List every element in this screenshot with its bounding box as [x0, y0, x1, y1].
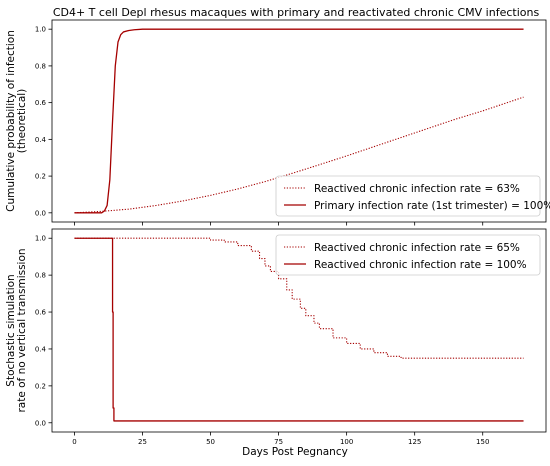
- x-tick-label: 100: [340, 438, 353, 446]
- series-line: [74, 237, 524, 422]
- y-axis-label: rate of no vertical transmission: [16, 248, 28, 412]
- y-axis-label: Cumulative probability of infection: [5, 30, 17, 212]
- x-tick-label: 150: [476, 438, 489, 446]
- y-tick-label: 0.2: [35, 173, 46, 181]
- y-tick-label: 0.8: [35, 272, 46, 280]
- y-tick-label: 0.8: [35, 62, 46, 70]
- top-panel: 0.0 0.2 0.4 0.6 0.8 1.0 Cumulative probability…: [5, 19, 550, 226]
- legend-label: Primary infection rate (1st trimester) =…: [314, 200, 550, 212]
- y-tick-label: 0.4: [35, 345, 47, 353]
- y-tick-label: 0.0: [35, 209, 46, 217]
- y-axis-label: (theoretical): [16, 89, 28, 154]
- legend-label: Reactived chronic infection rate = 65%: [314, 242, 520, 254]
- x-tick-label: 125: [408, 438, 421, 446]
- y-tick-label: 0.6: [35, 99, 47, 107]
- y-axis-label: Stochastic simulation: [5, 274, 17, 386]
- y-tick-label: 1.0: [35, 235, 46, 243]
- x-tick-label: 25: [138, 438, 147, 446]
- legend-box: [275, 175, 541, 217]
- y-tick-label: 1.0: [35, 26, 46, 34]
- y-tick-label: 0.2: [35, 382, 46, 390]
- series-line: [74, 28, 524, 214]
- axes-frame: [51, 19, 547, 223]
- legend-label: Reactived chronic infection rate = 63%: [314, 183, 520, 195]
- x-axis-label: Days Post Pegnancy: [242, 446, 348, 458]
- y-tick-label: 0.6: [35, 309, 47, 317]
- legend-label: Reactived chronic infection rate = 100%: [314, 259, 527, 271]
- legend-box: [275, 234, 541, 276]
- bottom-panel: 0 25 50 75 100 125 150 0.0 0.2 0.4 0.6 0.8 1.0 Stocha…: [5, 228, 547, 446]
- y-tick-label: 0.4: [35, 136, 47, 144]
- x-tick-label: 75: [274, 438, 283, 446]
- figure-title: CD4+ T cell Depl rhesus macaques with pr…: [53, 6, 540, 19]
- y-tick-label: 0.0: [35, 419, 46, 427]
- axes-frame: [51, 228, 547, 433]
- x-tick-label: 50: [206, 438, 215, 446]
- series-line: [74, 96, 524, 214]
- x-tick-label: 0: [72, 438, 76, 446]
